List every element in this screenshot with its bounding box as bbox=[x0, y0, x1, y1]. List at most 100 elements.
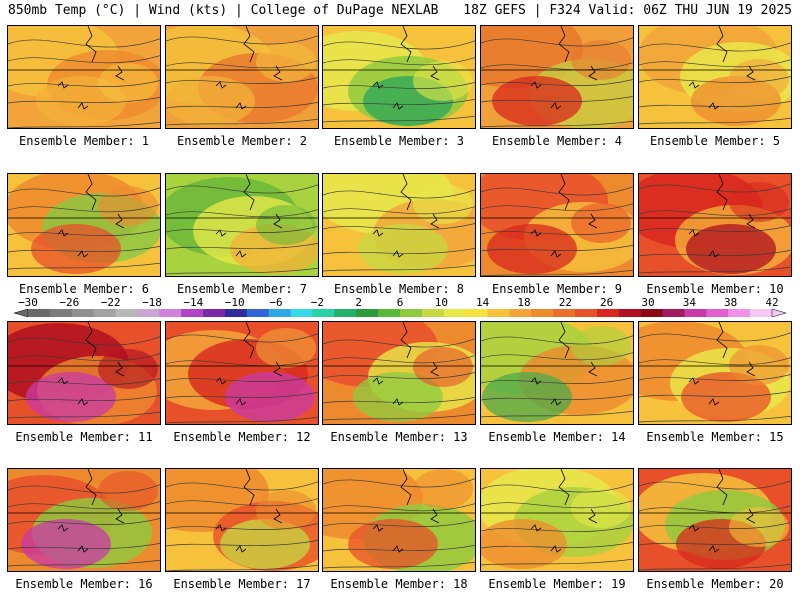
ensemble-member-map-17 bbox=[165, 468, 319, 572]
height-contour bbox=[481, 335, 633, 345]
colorbar-tick: 42 bbox=[765, 296, 779, 309]
colorbar-tick: −2 bbox=[310, 296, 324, 309]
wind-barb bbox=[235, 102, 247, 110]
height-contour bbox=[323, 98, 475, 106]
colorbar-max-arrow bbox=[771, 309, 786, 317]
height-contour bbox=[639, 357, 791, 366]
wind-barb bbox=[392, 250, 404, 258]
wind-barb bbox=[77, 250, 89, 258]
coastline bbox=[400, 174, 412, 211]
lake-outline bbox=[273, 213, 283, 229]
wind-barb bbox=[235, 545, 247, 553]
wind-barb bbox=[235, 250, 247, 258]
coastline bbox=[716, 469, 728, 506]
height-contour bbox=[8, 336, 160, 346]
height-contour bbox=[323, 413, 475, 421]
colorbar-tick: −10 bbox=[224, 296, 245, 309]
colorbar-swatch bbox=[531, 309, 554, 317]
height-contour bbox=[8, 411, 160, 419]
ensemble-member-map-3 bbox=[322, 25, 476, 129]
colorbar-swatch bbox=[137, 309, 160, 317]
colorbar-swatch bbox=[750, 309, 773, 317]
colorbar-swatch bbox=[465, 309, 489, 317]
ensemble-member-map-9 bbox=[480, 173, 634, 277]
height-contour bbox=[639, 266, 791, 274]
colorbar-swatch bbox=[246, 309, 270, 317]
temperature-field bbox=[481, 174, 633, 276]
height-contour bbox=[481, 483, 633, 493]
colorbar-min-arrow bbox=[14, 309, 29, 317]
height-contour bbox=[481, 393, 633, 401]
colorbar-swatch bbox=[487, 309, 510, 317]
colorbar-swatch bbox=[203, 309, 226, 317]
height-contour bbox=[639, 183, 791, 193]
colorbar-tick: 2 bbox=[355, 296, 362, 309]
temperature-field bbox=[166, 174, 318, 276]
height-contour bbox=[166, 226, 318, 234]
lake-outline bbox=[273, 361, 283, 377]
height-contour bbox=[481, 228, 633, 236]
height-contour bbox=[323, 40, 475, 50]
colorbar-tick: −18 bbox=[142, 296, 162, 309]
lake-outline bbox=[588, 361, 598, 377]
lake-outline bbox=[746, 65, 756, 81]
height-contour bbox=[639, 505, 791, 514]
wind-barb bbox=[57, 229, 69, 237]
height-contour bbox=[8, 262, 160, 270]
lake-outline bbox=[115, 508, 125, 524]
height-contour bbox=[639, 59, 791, 68]
height-contour bbox=[166, 375, 318, 383]
temperature-field bbox=[8, 26, 160, 128]
coastline bbox=[85, 26, 97, 63]
colorbar-swatch bbox=[93, 309, 117, 317]
colorbar-tick: −6 bbox=[269, 296, 283, 309]
colorbar-swatch bbox=[378, 309, 401, 317]
temperature-field bbox=[8, 469, 160, 571]
height-contour bbox=[323, 561, 475, 569]
height-contour bbox=[323, 372, 475, 380]
coastline bbox=[716, 174, 728, 211]
height-contour bbox=[639, 415, 791, 423]
coastline bbox=[558, 322, 570, 359]
height-contour bbox=[481, 410, 633, 418]
lake-outline bbox=[115, 213, 125, 229]
colorbar-swatch bbox=[553, 309, 576, 317]
colorbar-tick: 26 bbox=[600, 296, 614, 309]
ensemble-member-map-11 bbox=[7, 321, 161, 425]
lake-outline bbox=[115, 65, 125, 81]
wind-barb bbox=[77, 102, 89, 110]
wind-barb bbox=[392, 398, 404, 406]
height-contour bbox=[166, 416, 318, 424]
colorbar-tick-labels: −30 −26 −22 −18 −14 −10 −6 −2 2 6 10 14 18 22 26 30 34 38… bbox=[0, 296, 800, 309]
height-contour bbox=[639, 538, 791, 546]
height-contour bbox=[639, 563, 791, 571]
temperature-colorbar bbox=[14, 309, 786, 317]
temperature-field bbox=[166, 322, 318, 424]
height-contour bbox=[481, 62, 633, 71]
wind-barb bbox=[550, 250, 562, 258]
colorbar-swatch bbox=[181, 309, 204, 317]
height-contour bbox=[166, 242, 318, 250]
lake-outline bbox=[430, 361, 440, 377]
colorbar-tick: 10 bbox=[434, 296, 448, 309]
height-contour bbox=[639, 374, 791, 382]
coastline bbox=[558, 26, 570, 63]
wind-barb bbox=[372, 229, 384, 237]
height-contour bbox=[481, 244, 633, 252]
lake-outline bbox=[588, 65, 598, 81]
ensemble-member-map-13 bbox=[322, 321, 476, 425]
wind-barb bbox=[235, 398, 247, 406]
colorbar-swatch bbox=[596, 309, 620, 317]
lake-outline bbox=[273, 508, 283, 524]
ensemble-member-label: Ensemble Member: 1 bbox=[18, 134, 150, 148]
coastline bbox=[243, 174, 255, 211]
wind-barb bbox=[372, 524, 384, 532]
wind-barb bbox=[688, 229, 700, 237]
temperature-field bbox=[639, 469, 791, 571]
height-contour bbox=[8, 187, 160, 197]
wind-barb bbox=[530, 229, 542, 237]
height-contour bbox=[166, 358, 318, 367]
wind-barb bbox=[688, 81, 700, 89]
height-contour bbox=[323, 189, 475, 199]
ensemble-member-label: Ensemble Member: 20 bbox=[646, 577, 784, 591]
